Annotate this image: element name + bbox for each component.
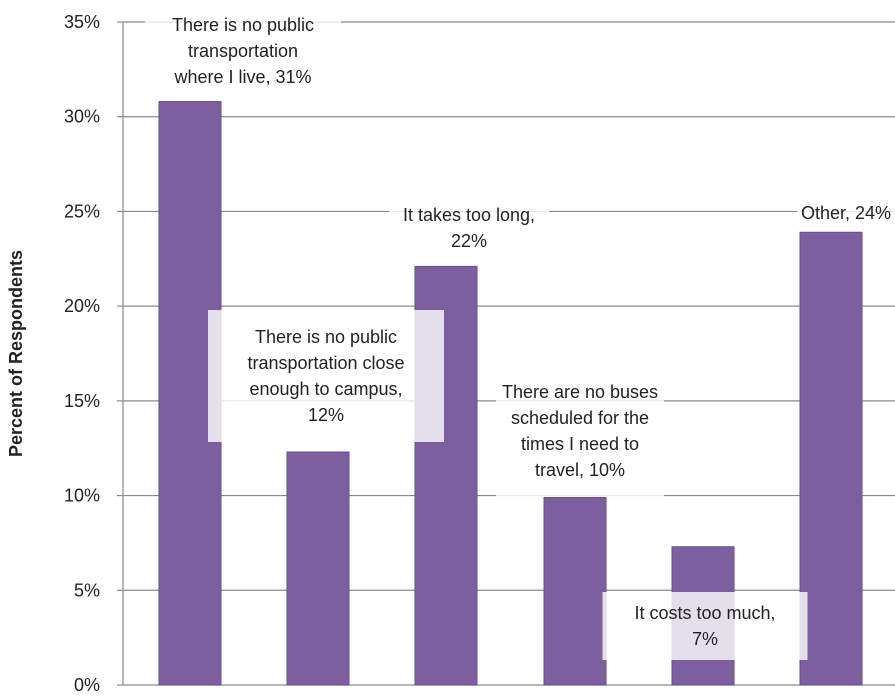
data-label-line: It costs too much, xyxy=(634,603,775,623)
data-label-line: 12% xyxy=(308,405,344,425)
data-label-line: 7% xyxy=(692,629,718,649)
data-label-line: Other, 24% xyxy=(801,203,891,223)
bar xyxy=(799,231,863,686)
bar xyxy=(286,451,350,686)
y-tick-label: 0% xyxy=(74,675,100,695)
data-label: Other, 24% xyxy=(797,197,895,229)
y-axis-label: Percent of Respondents xyxy=(6,250,26,457)
axes: 0% 5% 10% 15% 20% 25% 30% 35% xyxy=(64,12,895,695)
data-label-line: times I need to xyxy=(521,434,639,454)
data-label: There is no public transportation close en… xyxy=(208,310,444,442)
y-tick-label: 15% xyxy=(64,391,100,411)
data-label-line: It takes too long, xyxy=(403,205,535,225)
data-label-box xyxy=(602,592,808,660)
data-label-line: 22% xyxy=(451,231,487,251)
y-tick-label: 20% xyxy=(64,296,100,316)
data-label-line: There is no public xyxy=(255,327,397,347)
data-label-line: There is no public xyxy=(172,15,314,35)
y-tick-label: 5% xyxy=(74,580,100,600)
data-label: There is no public transportation where I … xyxy=(145,5,341,97)
data-label-line: where I live, 31% xyxy=(173,67,311,87)
data-label-box xyxy=(389,197,549,259)
gridlines xyxy=(123,21,895,591)
data-label: There are no buses scheduled for the times… xyxy=(496,365,664,497)
data-label-box xyxy=(208,310,444,442)
data-label: It costs too much, 7% xyxy=(602,592,808,660)
data-label-line: scheduled for the xyxy=(511,408,649,428)
y-tick-label: 30% xyxy=(64,107,100,127)
data-label-box xyxy=(496,365,664,497)
data-label-box xyxy=(145,5,341,97)
data-label-box xyxy=(797,197,895,229)
y-tick-label: 25% xyxy=(64,201,100,221)
data-label-line: transportation close xyxy=(247,353,404,373)
data-label-line: enough to campus, xyxy=(249,379,402,399)
y-tick-label: 10% xyxy=(64,486,100,506)
y-tick-label: 35% xyxy=(64,12,100,32)
data-label-line: There are no buses xyxy=(502,382,658,402)
data-label: It takes too long, 22% xyxy=(389,197,549,259)
data-labels: There is no public transportation where I … xyxy=(145,5,895,660)
data-label-line: travel, 10% xyxy=(535,460,625,480)
data-label-line: transportation xyxy=(188,41,298,61)
bar xyxy=(543,496,607,686)
